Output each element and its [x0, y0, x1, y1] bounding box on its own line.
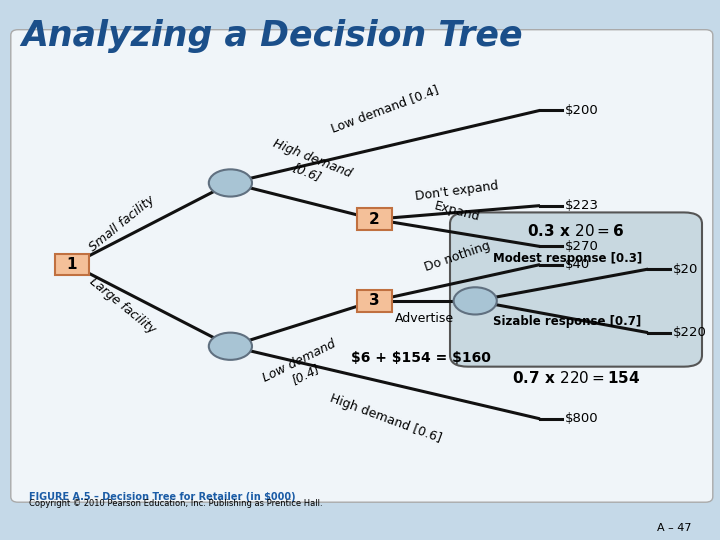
FancyBboxPatch shape: [450, 212, 702, 367]
Text: $800: $800: [565, 413, 599, 426]
Circle shape: [454, 287, 497, 314]
Text: $270: $270: [565, 240, 599, 253]
Text: 2: 2: [369, 212, 379, 227]
Text: $200: $200: [565, 104, 599, 117]
Text: Expand: Expand: [433, 199, 482, 224]
Text: A – 47: A – 47: [657, 523, 691, 533]
Text: High demand [0.6]: High demand [0.6]: [328, 392, 443, 445]
FancyBboxPatch shape: [357, 290, 392, 312]
Text: Small facility: Small facility: [87, 193, 158, 254]
Text: $223: $223: [565, 199, 599, 212]
Text: $220: $220: [673, 326, 707, 339]
Text: $6 + $154 = $160: $6 + $154 = $160: [351, 350, 491, 365]
Text: Large facility: Large facility: [87, 275, 158, 336]
Text: Do nothing: Do nothing: [423, 239, 492, 274]
Circle shape: [209, 333, 252, 360]
Text: Modest response [0.3]: Modest response [0.3]: [493, 252, 642, 265]
Text: Analyzing a Decision Tree: Analyzing a Decision Tree: [22, 19, 523, 53]
Text: High demand
[0.6]: High demand [0.6]: [266, 137, 354, 194]
Text: Copyright © 2010 Pearson Education, Inc. Publishing as Prentice Hall.: Copyright © 2010 Pearson Education, Inc.…: [29, 500, 323, 509]
Text: 3: 3: [369, 293, 379, 308]
Circle shape: [209, 170, 252, 197]
Text: 1: 1: [67, 257, 77, 272]
FancyBboxPatch shape: [55, 254, 89, 275]
Text: Sizable response [0.7]: Sizable response [0.7]: [493, 315, 642, 328]
Text: 0.3 x $20 = $6: 0.3 x $20 = $6: [527, 222, 625, 239]
Text: Don't expand: Don't expand: [415, 180, 500, 204]
Text: $40: $40: [565, 258, 590, 271]
Text: Low demand
[0.4]: Low demand [0.4]: [261, 337, 344, 398]
Text: Low demand [0.4]: Low demand [0.4]: [330, 83, 441, 136]
Text: 0.7 x $220 = $154: 0.7 x $220 = $154: [512, 370, 640, 386]
FancyBboxPatch shape: [357, 208, 392, 230]
Text: $20: $20: [673, 262, 698, 275]
Text: FIGURE A.5 – Decision Tree for Retailer (in $000): FIGURE A.5 – Decision Tree for Retailer …: [29, 492, 295, 503]
Text: Advertise: Advertise: [395, 312, 454, 325]
